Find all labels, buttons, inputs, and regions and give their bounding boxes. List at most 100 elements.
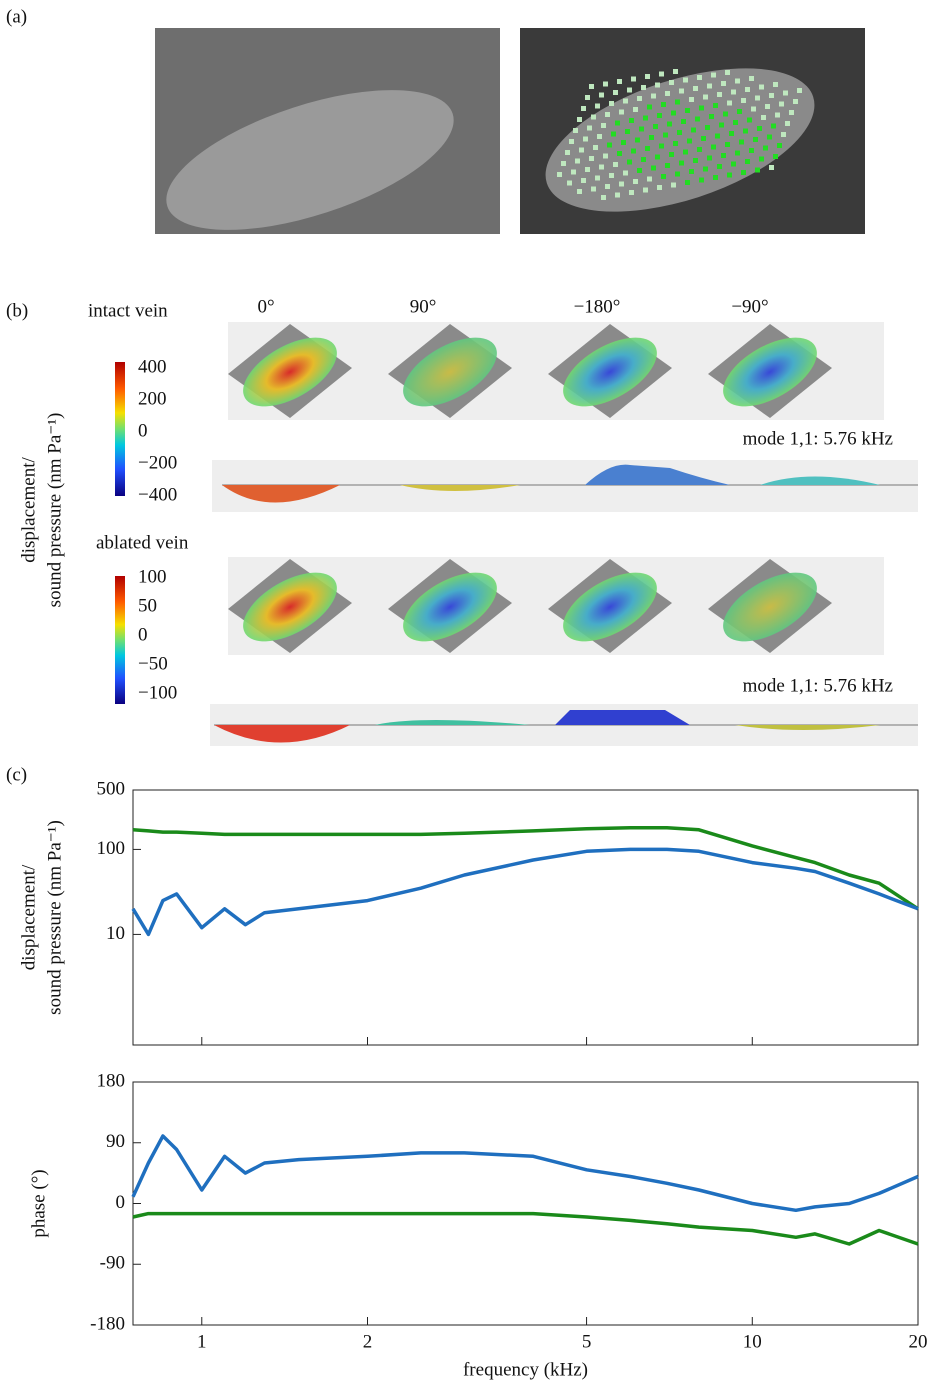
mode-shape xyxy=(563,337,657,407)
grid-dot xyxy=(683,149,688,155)
grid-dot xyxy=(691,127,696,133)
grid-dot xyxy=(693,158,698,163)
panel-label: (c) xyxy=(6,764,27,785)
grid-dot xyxy=(675,99,680,105)
x-tick-label: 5 xyxy=(582,1331,592,1352)
grid-dot xyxy=(597,134,602,139)
y-axis-label: phase (°) xyxy=(28,1169,49,1237)
grid-dot xyxy=(589,156,594,161)
grid-dot xyxy=(707,155,712,161)
grid-dot xyxy=(783,90,788,96)
grid-dot xyxy=(695,116,700,122)
grid-dot xyxy=(681,119,686,124)
grid-dot xyxy=(659,143,664,149)
series-line xyxy=(132,1211,919,1246)
subtitle: ablated vein xyxy=(96,532,189,553)
grid-dot xyxy=(581,106,586,111)
grid-dot xyxy=(739,139,744,145)
panel-label: (a) xyxy=(6,6,27,27)
grid-dot xyxy=(741,98,746,103)
grid-dot xyxy=(697,147,702,152)
grid-dot xyxy=(669,152,674,157)
grid-dot xyxy=(679,88,684,94)
grid-dot xyxy=(623,98,628,104)
grid-dot xyxy=(669,80,674,85)
grid-dot xyxy=(769,93,774,98)
grid-dot xyxy=(745,87,750,92)
grid-dot xyxy=(769,165,774,170)
grid-dot xyxy=(727,100,732,106)
subtitle: intact vein xyxy=(88,300,168,321)
colorbar-label: −400 xyxy=(138,484,177,505)
y-tick-label: 90 xyxy=(106,1131,125,1152)
grid-dot xyxy=(643,115,648,121)
grid-dot xyxy=(611,131,616,137)
grid-dot xyxy=(737,109,742,114)
deflection xyxy=(400,485,520,491)
grid-dot xyxy=(591,186,596,192)
grid-dot xyxy=(629,118,634,123)
grid-dot xyxy=(665,91,670,96)
y-tick-label: 500 xyxy=(97,778,126,799)
deflection xyxy=(585,464,730,485)
colorbar-label: 400 xyxy=(138,356,167,377)
grid-dot xyxy=(775,112,780,118)
membrane xyxy=(166,90,454,230)
grid-dot xyxy=(725,70,730,75)
grid-dot xyxy=(585,167,590,172)
grid-dot xyxy=(603,153,608,159)
grid-dot xyxy=(603,81,608,87)
grid-dot xyxy=(721,81,726,86)
angle: 0° xyxy=(257,296,274,317)
grid-dot xyxy=(657,113,662,118)
x-axis-label: frequency (kHz) xyxy=(463,1359,588,1380)
grid-dot xyxy=(675,171,680,177)
grid-dot xyxy=(579,147,584,153)
grid-dot xyxy=(747,117,752,123)
grid-dot xyxy=(687,138,692,144)
grid-dot xyxy=(581,178,586,183)
y-tick-label: -90 xyxy=(100,1253,125,1274)
grid-dot xyxy=(759,156,764,162)
grid-dot xyxy=(711,72,716,78)
grid-dot xyxy=(723,111,728,117)
grid-dot xyxy=(627,159,632,165)
grid-dot xyxy=(577,189,582,194)
grid-dot xyxy=(749,148,754,153)
grid-dot xyxy=(797,88,802,93)
x-tick-label: 1 xyxy=(197,1331,207,1352)
grid-dot xyxy=(713,103,718,108)
grid-dot xyxy=(703,94,708,100)
grid-dot xyxy=(643,187,648,193)
y-axis-label: displacement/ xyxy=(18,864,39,970)
grid-dot xyxy=(719,122,724,128)
grid-dot xyxy=(689,169,694,174)
grid-dot xyxy=(583,136,588,142)
grid-dot xyxy=(639,126,644,132)
grid-dot xyxy=(703,166,708,172)
grid-dot xyxy=(725,142,730,147)
grid-dot xyxy=(619,181,624,187)
x-tick-label: 10 xyxy=(743,1331,762,1352)
grid-dot xyxy=(709,114,714,119)
grid-dot xyxy=(577,117,582,122)
grid-dot xyxy=(647,104,652,110)
mode-label: mode 1,1: 5.76 kHz xyxy=(743,675,893,696)
grid-dot xyxy=(619,109,624,115)
grid-dot xyxy=(763,145,768,151)
series-line xyxy=(131,1134,919,1213)
grid-dot xyxy=(773,154,778,159)
colorbar xyxy=(115,576,125,704)
grid-dot xyxy=(573,128,578,133)
grid-dot xyxy=(601,195,606,200)
grid-dot xyxy=(751,106,756,112)
grid-dot xyxy=(615,120,620,126)
colorbar-label: 200 xyxy=(138,388,167,409)
grid-dot xyxy=(733,120,738,125)
grid-dot xyxy=(641,85,646,90)
grid-dot xyxy=(633,179,638,184)
grid-dot xyxy=(705,125,710,130)
grid-dot xyxy=(635,137,640,143)
mode-shape xyxy=(243,572,337,642)
grid-dot xyxy=(699,105,704,111)
